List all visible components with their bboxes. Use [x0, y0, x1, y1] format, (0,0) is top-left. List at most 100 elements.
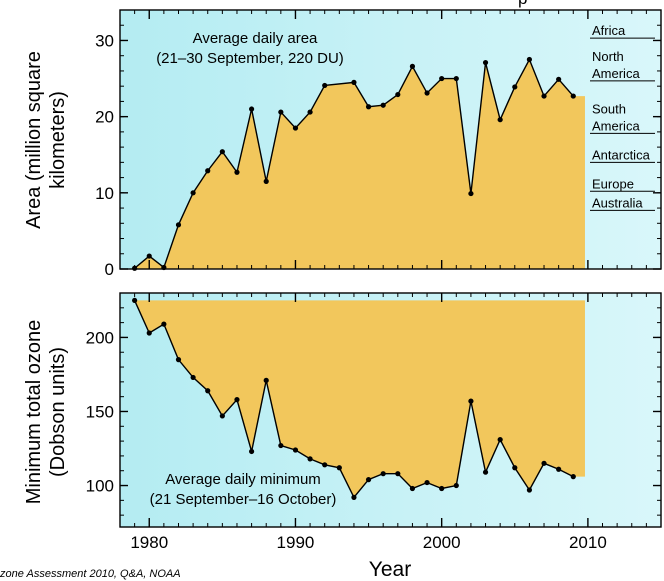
ozone-data-point [278, 442, 284, 449]
ozone-fill [134, 300, 585, 498]
ozone-data-point [468, 398, 474, 404]
area-data-point [278, 109, 284, 115]
area-data-point [497, 117, 503, 123]
x-tick-label: 2000 [423, 533, 461, 552]
area-data-point [205, 168, 211, 174]
ozone-y-axis-label-line-1: Minimum total ozone [23, 320, 45, 505]
area-panel: 0 10 20 30 Average daily area (21–30 Septem… [23, 9, 662, 279]
ozone-data-point [307, 456, 313, 462]
ozone-data-point [365, 477, 372, 483]
ozone-data-point [336, 465, 342, 471]
ozone-y-tick-label: 100 [86, 477, 114, 496]
ozone-y-tick-label: 150 [86, 402, 114, 421]
area-data-point [146, 253, 152, 259]
area-fill [134, 59, 585, 269]
area-data-point [512, 84, 518, 90]
x-tick-label: 1990 [277, 533, 315, 552]
ozone-data-point [424, 479, 430, 486]
partial-title: p [518, 0, 527, 8]
area-annotation-line-2: (21–30 September, 220 DU) [156, 50, 344, 67]
area-data-point [175, 222, 182, 228]
ozone-data-point [541, 460, 547, 466]
ozone-data-point [190, 374, 196, 381]
ozone-data-point [205, 388, 211, 394]
ozone-data-point [497, 437, 503, 443]
area-data-point [307, 109, 313, 115]
area-data-point [190, 190, 196, 196]
area-data-point [409, 63, 416, 69]
ozone-data-point [351, 494, 357, 500]
area-data-point [322, 82, 328, 89]
area-data-point [541, 93, 547, 99]
ozone-data-point [322, 462, 328, 468]
x-tick-label: 2010 [569, 533, 607, 552]
area-series-line [134, 57, 574, 269]
area-data-point [219, 149, 225, 155]
ozone-data-point [292, 447, 299, 453]
area-y-axis-label-line-1: Area (million square [23, 51, 45, 229]
continent-label: North [592, 49, 624, 64]
ozone-y-axis-label-line-2: (Dobson units) [47, 347, 69, 477]
area-y-axis-label: Area (million square kilometers) [23, 51, 69, 229]
continent-label: Australia [592, 195, 643, 210]
ozone-data-point [219, 413, 225, 419]
ozone-data-point [439, 485, 445, 492]
ozone-data-point [512, 465, 518, 471]
area-data-point [468, 190, 474, 197]
continent-label: Africa [592, 23, 626, 38]
ozone-data-point [380, 471, 386, 477]
ozone-data-point [570, 474, 576, 480]
ozone-data-point [234, 397, 240, 403]
ozone-data-point [526, 487, 533, 493]
ozone-y-ticks: 100 150 200 [86, 292, 661, 516]
area-data-point [439, 75, 445, 82]
area-y-tick-label: 30 [95, 31, 114, 50]
ozone-data-point [395, 471, 401, 477]
area-y-axis-label-line-2: kilometers) [47, 91, 69, 189]
area-data-point [526, 56, 533, 63]
continent-label: South [592, 101, 626, 116]
ozone-data-point [263, 377, 269, 383]
area-data-point [248, 106, 255, 112]
ozone-data-point [161, 321, 167, 327]
area-y-tick-label: 0 [105, 260, 114, 279]
ozone-panel: 100 150 200 1980 1990 2000 2010 Average daily… [23, 292, 662, 552]
area-annotation-line-1: Average daily area [193, 30, 318, 47]
area-y-tick-label: 10 [95, 184, 114, 203]
area-plot-frame [119, 9, 662, 270]
ozone-data-point [132, 297, 138, 304]
ozone-data-point [409, 485, 416, 492]
continent-labels: Africa North America South America Antarctica… [592, 23, 651, 210]
area-data-point [556, 76, 562, 82]
ozone-plot-frame [119, 292, 662, 528]
source-credit: zone Assessment 2010, Q&A, NOAA [0, 568, 181, 580]
continent-label: America [592, 66, 640, 81]
ozone-data-point [556, 466, 562, 472]
ozone-data-point [248, 448, 255, 455]
area-series [134, 57, 574, 269]
area-data-point [234, 169, 240, 175]
ozone-data-point [453, 482, 459, 489]
ozone-data-point [482, 469, 489, 475]
ozone-data-points [132, 297, 576, 500]
ozone-annotation-line-1: Average daily minimum [165, 471, 321, 488]
area-data-point [380, 102, 386, 108]
ozone-y-tick-label: 200 [86, 328, 114, 347]
area-data-point [424, 90, 430, 96]
area-data-point [351, 79, 357, 85]
area-data-point [570, 93, 576, 99]
area-data-point [453, 75, 459, 82]
area-x-ticks [119, 10, 662, 269]
area-data-point [365, 104, 372, 110]
area-data-point [395, 91, 401, 98]
area-data-point [263, 178, 269, 184]
x-axis-label: Year [369, 558, 411, 581]
ozone-x-ticks: 1980 1990 2000 2010 [119, 293, 662, 552]
continent-label: America [592, 118, 640, 133]
continent-label: Europe [592, 176, 634, 191]
ozone-data-point [146, 330, 152, 336]
continent-reference-lines [590, 37, 655, 211]
x-tick-label: 1980 [130, 533, 168, 552]
ozone-annotation-line-2: (21 September–16 October) [150, 491, 337, 508]
